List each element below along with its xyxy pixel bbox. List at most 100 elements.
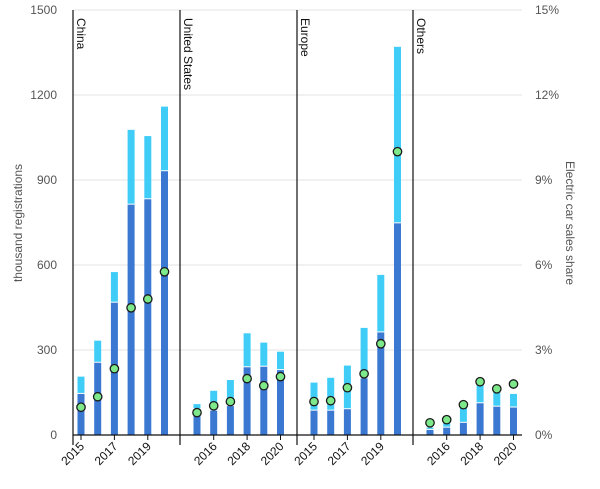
left-axis: 0 300 600 900 1200 1500 bbox=[30, 3, 57, 442]
panel-title: Europe bbox=[298, 18, 312, 57]
bar-segment-light bbox=[77, 376, 85, 393]
bar-segment-dark bbox=[127, 204, 135, 435]
y2-tick-label: 6% bbox=[535, 258, 553, 272]
panel-title: Others bbox=[414, 18, 428, 54]
bar-segment-light bbox=[360, 327, 368, 378]
share-marker bbox=[309, 396, 319, 407]
panel-europe: Europe 2015 2017 2019 bbox=[291, 10, 403, 468]
share-marker bbox=[76, 402, 86, 413]
x-tick-label: 2017 bbox=[92, 439, 121, 468]
bar-segment-light bbox=[210, 390, 218, 410]
bar-segment-light bbox=[310, 382, 318, 410]
bar-segment-light bbox=[327, 377, 335, 410]
bar-segment-light bbox=[277, 351, 284, 370]
bar-segment-light bbox=[510, 393, 517, 407]
share-marker bbox=[359, 368, 369, 379]
x-tick-label: 2018 bbox=[224, 439, 253, 468]
bar-segment-light bbox=[426, 427, 434, 429]
bar-segment-light bbox=[193, 404, 201, 409]
bar-segment-light bbox=[394, 46, 401, 223]
panel-others: Others 2016 2018 2020 bbox=[412, 10, 520, 468]
bar-segment-dark bbox=[144, 199, 152, 435]
bar-segment-dark bbox=[476, 403, 484, 435]
y-tick-label: 900 bbox=[37, 173, 57, 187]
bar-segment-light bbox=[493, 389, 501, 406]
x-tick-label: 2015 bbox=[291, 439, 320, 468]
share-marker bbox=[258, 380, 269, 391]
y-tick-label: 1500 bbox=[30, 3, 57, 17]
x-tick-label: 2019 bbox=[125, 439, 154, 468]
bar-segment-dark bbox=[327, 410, 335, 435]
bar-segment-dark bbox=[360, 378, 368, 435]
share-marker bbox=[475, 376, 485, 387]
bar-segment-light bbox=[144, 136, 152, 199]
share-marker bbox=[491, 383, 502, 394]
share-marker bbox=[225, 396, 236, 407]
y-tick-label: 600 bbox=[37, 258, 57, 272]
bar-segment-dark bbox=[394, 223, 401, 435]
bar-segment-dark bbox=[343, 409, 351, 435]
share-marker bbox=[425, 417, 435, 428]
y2-tick-label: 0% bbox=[535, 428, 553, 442]
x-tick-label: 2017 bbox=[325, 439, 354, 468]
bar-segment-dark bbox=[443, 427, 451, 435]
panel-united-states: United States 2016 2018 2020 bbox=[179, 10, 287, 468]
share-marker bbox=[126, 302, 136, 313]
bar-segment-light bbox=[377, 274, 385, 332]
panel-title: United States bbox=[181, 18, 195, 90]
share-marker bbox=[375, 338, 386, 349]
share-marker bbox=[458, 399, 469, 410]
share-marker bbox=[142, 294, 153, 304]
bar-segment-dark bbox=[77, 393, 85, 435]
share-marker bbox=[159, 266, 170, 277]
share-marker bbox=[92, 391, 103, 402]
bar-segment-dark bbox=[193, 409, 201, 435]
bar-segment-light bbox=[127, 129, 135, 204]
share-marker bbox=[242, 373, 252, 384]
share-marker bbox=[192, 407, 202, 418]
y2-tick-label: 15% bbox=[535, 3, 559, 17]
y-tick-label: 1200 bbox=[30, 88, 57, 102]
bar-segment-light bbox=[443, 423, 451, 427]
x-tick-label: 2016 bbox=[191, 439, 220, 468]
bar-segment-dark bbox=[161, 171, 168, 435]
x-tick-label: 2015 bbox=[58, 439, 87, 468]
share-marker bbox=[325, 395, 336, 406]
bar-segment-dark bbox=[310, 410, 318, 435]
bar-segment-dark bbox=[510, 407, 517, 435]
bar-segment-light bbox=[243, 333, 251, 367]
bar-segment-dark bbox=[459, 422, 467, 435]
y2-axis-title: Electric car sales share bbox=[563, 161, 577, 285]
bar-segment-dark bbox=[260, 366, 268, 435]
bar-segment-light bbox=[476, 383, 484, 403]
bar-segment-dark bbox=[277, 370, 284, 435]
bar-segment-dark bbox=[210, 410, 218, 435]
share-marker bbox=[392, 146, 403, 157]
bar-segment-light bbox=[459, 406, 467, 422]
x-tick-label: 2020 bbox=[491, 439, 520, 468]
bar-segment-dark bbox=[243, 367, 251, 435]
y-tick-label: 0 bbox=[50, 428, 57, 442]
y2-tick-label: 9% bbox=[535, 173, 553, 187]
share-marker bbox=[109, 363, 120, 374]
share-marker bbox=[208, 400, 219, 411]
y2-tick-label: 3% bbox=[535, 343, 553, 357]
bar-segment-light bbox=[260, 342, 268, 366]
share-marker bbox=[342, 382, 353, 393]
x-tick-label: 2018 bbox=[457, 439, 486, 468]
bar-segment-dark bbox=[493, 406, 501, 435]
y-tick-label: 300 bbox=[37, 343, 57, 357]
share-marker bbox=[441, 414, 452, 425]
bar-segment-light bbox=[94, 340, 102, 362]
bar-segment-dark bbox=[226, 406, 234, 435]
share-marker bbox=[275, 371, 286, 382]
bar-segment-dark bbox=[426, 429, 434, 435]
y-axis-title: thousand registrations bbox=[11, 164, 25, 282]
share-marker bbox=[508, 379, 519, 389]
x-tick-label: 2019 bbox=[358, 439, 387, 468]
right-axis: 0% 3% 6% 9% 12% 15% bbox=[535, 3, 559, 442]
y2-tick-label: 12% bbox=[535, 88, 559, 102]
bar-segment-light bbox=[161, 106, 168, 171]
bar-segment-dark bbox=[377, 332, 385, 435]
